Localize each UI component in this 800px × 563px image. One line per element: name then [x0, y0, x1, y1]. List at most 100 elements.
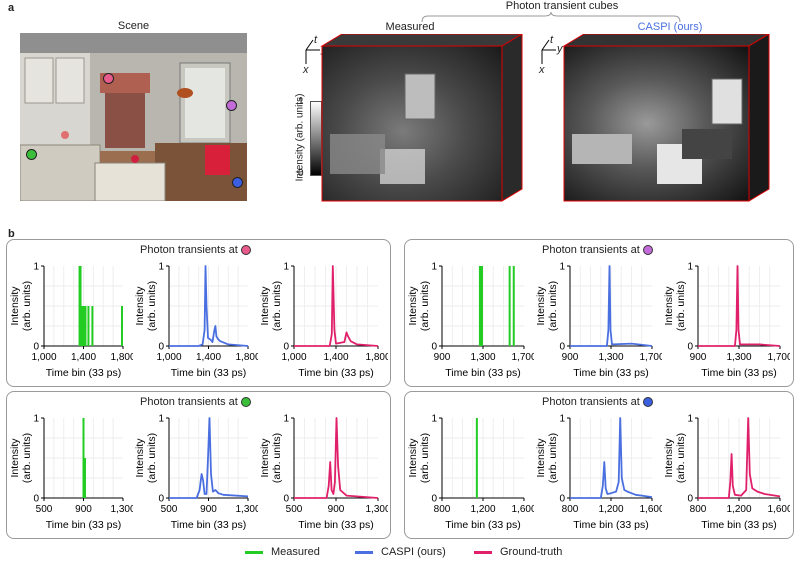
x-tick-label: 900: [690, 352, 707, 363]
y-tick-label: 0: [687, 494, 693, 505]
y-axis-label: Intensity: [259, 438, 271, 478]
legend-measured: Measured: [245, 546, 320, 558]
axis-x-label: x: [303, 64, 309, 76]
y-axis-label: Intensity: [535, 286, 547, 326]
y-axis-label-units: (arb. units): [146, 281, 158, 331]
group-title-green-text: Photon transients at: [140, 396, 238, 408]
y-axis-label: Intensity: [259, 286, 271, 326]
x-tick-label: 1,200: [726, 504, 751, 515]
y-axis-label: Intensity: [407, 438, 419, 478]
caspi-cube: [562, 34, 772, 204]
y-tick-label: 1: [158, 262, 164, 273]
y-tick-label: 1: [33, 414, 39, 425]
y-axis-label: Intensity: [9, 286, 21, 326]
y-axis-label: Intensity: [134, 286, 146, 326]
x-tick-label: 1,400: [323, 352, 348, 363]
colorbar-label: Intensity (arb. units): [294, 93, 306, 182]
y-axis-label: Intensity: [407, 286, 419, 326]
y-tick-label: 1: [559, 262, 565, 273]
axis-x-label-caspi: x: [539, 64, 545, 76]
x-axis-label: Time bin (33 ps): [171, 367, 246, 379]
y-tick-label: 1: [431, 414, 437, 425]
y-axis-label-units: (arb. units): [547, 433, 559, 483]
legend-groundtruth-label: Ground-truth: [500, 546, 563, 558]
colorbar-min-label: 0: [298, 168, 304, 179]
y-tick-label: 1: [283, 414, 289, 425]
series-line: [570, 417, 653, 499]
point-marker-purple: [226, 100, 237, 111]
scene-image: [20, 33, 247, 201]
x-tick-label: 900: [200, 504, 217, 515]
x-tick-label: 1,000: [31, 352, 56, 363]
x-tick-label: 900: [434, 352, 451, 363]
y-tick-label: 0: [33, 494, 39, 505]
y-tick-label: 1: [559, 414, 565, 425]
y-tick-label: 0: [559, 342, 565, 353]
legend-caspi: CASPI (ours): [355, 546, 446, 558]
group-title-pink: Photon transients at: [140, 244, 251, 256]
legend-measured-label: Measured: [271, 546, 320, 558]
y-axis-label: Intensity: [9, 438, 21, 478]
x-tick-label: 500: [36, 504, 53, 515]
chart-pink-caspi: 0 1 1,000 1,400 1,800 Time bin (33 ps) Intensi…: [134, 262, 258, 380]
y-tick-label: 1: [687, 262, 693, 273]
y-axis-label-units: (arb. units): [419, 433, 431, 483]
chart-pink-groundtruth: 0 1 1,000 1,400 1,800 Time bin (33 ps) Intensi…: [259, 262, 388, 380]
x-tick-label: 1,200: [470, 504, 495, 515]
y-tick-label: 0: [33, 342, 39, 353]
x-tick-label: 1,300: [110, 504, 133, 515]
series-line: [294, 265, 379, 347]
axes-triad-caspi: [541, 39, 556, 64]
series-line: [570, 265, 653, 347]
y-tick-label: 0: [283, 342, 289, 353]
x-tick-label: 1,600: [639, 504, 662, 515]
y-tick-label: 0: [158, 494, 164, 505]
y-axis-label-units: (arb. units): [146, 433, 158, 483]
x-tick-label: 1,800: [235, 352, 258, 363]
y-tick-label: 0: [559, 494, 565, 505]
x-tick-label: 1,700: [767, 352, 790, 363]
x-axis-label: Time bin (33 ps): [298, 519, 373, 531]
group-title-pink-text: Photon transients at: [140, 244, 238, 256]
series-line: [169, 265, 249, 347]
x-axis-label: Time bin (33 ps): [701, 367, 776, 379]
point-marker-pink: [103, 73, 114, 84]
x-axis-label: Time bin (33 ps): [46, 367, 121, 379]
measured-cube: [320, 34, 525, 204]
group-title-green: Photon transients at: [140, 396, 251, 408]
group-title-blue: Photon transients at: [542, 396, 653, 408]
x-tick-label: 800: [434, 504, 451, 515]
chart-blue-measured: 0 1 800 1,200 1,600 Time bin (33 ps) Intensity…: [407, 414, 534, 532]
chart-blue-groundtruth: 0 1 800 1,200 1,600 Time bin (33 ps) Intensity…: [663, 414, 790, 532]
x-tick-label: 500: [161, 504, 178, 515]
series-line: [698, 265, 781, 347]
legend-groundtruth-swatch: [474, 550, 492, 554]
dot-green-icon: [240, 397, 251, 408]
series-line: [169, 417, 249, 499]
chart-purple-caspi: 0 1 900 1,300 1,700 Time bin (33 ps) Intensity…: [535, 262, 662, 380]
chart-green-measured: 0 1 500 900 1,300 Time bin (33 ps) Intensity (a…: [9, 414, 133, 532]
scene-title: Scene: [117, 20, 150, 32]
point-marker-blue: [232, 177, 243, 188]
panel-b-label: b: [8, 228, 15, 240]
x-tick-label: 1,300: [235, 504, 258, 515]
x-axis-label: Time bin (33 ps): [445, 367, 520, 379]
x-tick-label: 800: [690, 504, 707, 515]
chart-purple-measured: 0 1 900 1,300 1,700 Time bin (33 ps) Intensity…: [407, 262, 534, 380]
x-tick-label: 1,300: [470, 352, 495, 363]
chart-pink-measured: 0 1 1,000 1,400 1,800 Time bin (33 ps) Intensi…: [9, 262, 133, 380]
y-tick-label: 1: [283, 262, 289, 273]
x-tick-label: 1,300: [726, 352, 751, 363]
axis-t-label-caspi: t: [550, 34, 554, 46]
y-tick-label: 1: [158, 414, 164, 425]
y-axis-label-units: (arb. units): [21, 433, 33, 483]
y-axis-label: Intensity: [663, 438, 675, 478]
x-tick-label: 1,600: [767, 504, 790, 515]
x-axis-label: Time bin (33 ps): [573, 519, 648, 531]
y-axis-label-units: (arb. units): [419, 281, 431, 331]
x-tick-label: 1,000: [281, 352, 306, 363]
y-axis-label: Intensity: [134, 438, 146, 478]
x-tick-label: 1,300: [598, 352, 623, 363]
cubes-brace: [421, 12, 681, 23]
y-tick-label: 0: [431, 494, 437, 505]
